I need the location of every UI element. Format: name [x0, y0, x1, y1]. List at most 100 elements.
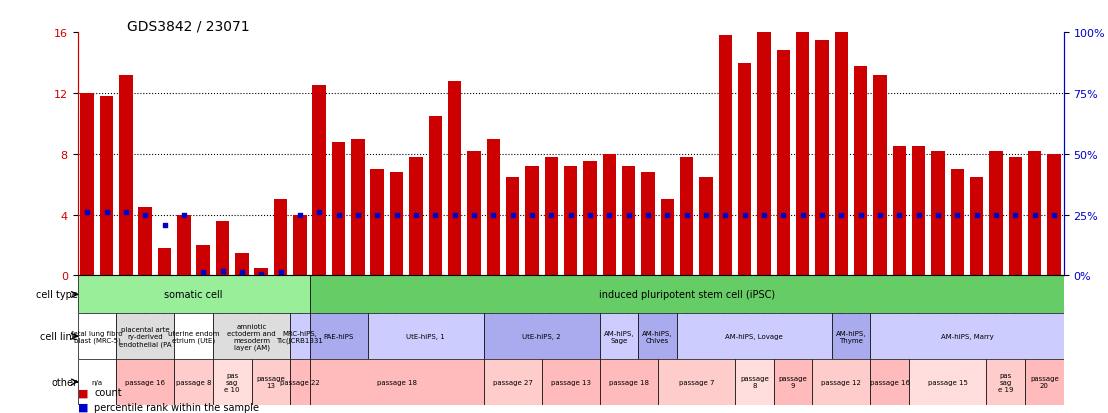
FancyBboxPatch shape — [116, 359, 174, 405]
Text: AM-hiPS, Lovage: AM-hiPS, Lovage — [726, 333, 783, 339]
FancyBboxPatch shape — [116, 314, 174, 359]
Bar — [138, 207, 152, 276]
Bar — [1008, 157, 1022, 276]
FancyBboxPatch shape — [290, 314, 309, 359]
Point — [175, 212, 193, 218]
Point — [543, 212, 561, 218]
Point — [445, 212, 463, 218]
Bar — [989, 152, 1003, 276]
Bar — [757, 30, 771, 276]
Bar — [951, 170, 964, 276]
Bar — [448, 82, 461, 276]
Text: other: other — [52, 377, 78, 387]
Text: AM-hiPS,
Thyme: AM-hiPS, Thyme — [835, 330, 866, 343]
Point — [871, 212, 889, 218]
Text: passage
20: passage 20 — [1030, 375, 1059, 389]
Bar — [429, 116, 442, 276]
Bar — [312, 86, 326, 276]
Bar — [157, 249, 172, 276]
Point — [368, 212, 386, 218]
Point — [852, 212, 870, 218]
Bar — [294, 215, 307, 276]
Bar — [370, 170, 384, 276]
Point — [271, 269, 289, 276]
Point — [310, 209, 328, 215]
Text: percentile rank within the sample: percentile rank within the sample — [94, 402, 259, 412]
FancyBboxPatch shape — [78, 359, 116, 405]
Point — [214, 268, 232, 275]
Text: PAE-hiPS: PAE-hiPS — [324, 333, 353, 339]
FancyBboxPatch shape — [677, 314, 832, 359]
Bar — [564, 166, 577, 276]
Text: somatic cell: somatic cell — [164, 290, 223, 300]
Bar — [873, 76, 886, 276]
Point — [330, 212, 348, 218]
FancyBboxPatch shape — [735, 359, 773, 405]
Point — [407, 212, 424, 218]
Text: passage 15: passage 15 — [927, 379, 967, 385]
Point — [658, 212, 676, 218]
Bar — [255, 268, 268, 276]
Point — [910, 212, 927, 218]
Bar — [622, 166, 635, 276]
Point — [291, 212, 309, 218]
Bar — [331, 142, 346, 276]
Point — [136, 212, 154, 218]
FancyBboxPatch shape — [542, 359, 599, 405]
Text: ■: ■ — [78, 387, 88, 397]
FancyBboxPatch shape — [986, 359, 1025, 405]
Text: passage 16: passage 16 — [125, 379, 165, 385]
FancyBboxPatch shape — [252, 359, 290, 405]
FancyBboxPatch shape — [368, 314, 483, 359]
Text: AM-hiPS,
Chives: AM-hiPS, Chives — [643, 330, 673, 343]
FancyBboxPatch shape — [483, 359, 542, 405]
Text: AM-hiPS,
Sage: AM-hiPS, Sage — [604, 330, 634, 343]
Point — [581, 212, 598, 218]
Text: placental arte
ry-derived
endothelial (PA: placental arte ry-derived endothelial (P… — [119, 326, 172, 347]
Point — [1006, 212, 1024, 218]
Point — [756, 212, 773, 218]
Bar — [680, 157, 694, 276]
FancyBboxPatch shape — [174, 359, 213, 405]
Bar — [815, 40, 829, 276]
Text: MRC-hiPS,
Tic(JCRB1331: MRC-hiPS, Tic(JCRB1331 — [277, 330, 324, 343]
Bar — [912, 147, 925, 276]
Text: amniotic
ectoderm and
mesoderm
layer (AM): amniotic ectoderm and mesoderm layer (AM… — [227, 323, 276, 350]
Point — [562, 212, 579, 218]
Point — [465, 212, 483, 218]
Bar — [834, 26, 848, 276]
Text: AM-hiPS, Marry: AM-hiPS, Marry — [941, 333, 994, 339]
Point — [484, 212, 502, 218]
Point — [774, 212, 792, 218]
FancyBboxPatch shape — [638, 314, 677, 359]
Text: passage
9: passage 9 — [779, 375, 808, 389]
Point — [156, 223, 174, 229]
Point — [639, 212, 657, 218]
Point — [504, 212, 522, 218]
Bar — [738, 63, 751, 276]
FancyBboxPatch shape — [483, 314, 599, 359]
Point — [601, 212, 618, 218]
FancyBboxPatch shape — [909, 359, 986, 405]
FancyBboxPatch shape — [773, 359, 812, 405]
Text: pas
sag
e 10: pas sag e 10 — [225, 372, 240, 392]
Text: UtE-hiPS, 2: UtE-hiPS, 2 — [522, 333, 561, 339]
Bar — [81, 94, 94, 276]
FancyBboxPatch shape — [599, 314, 638, 359]
Point — [253, 271, 270, 278]
Bar — [506, 177, 520, 276]
Point — [349, 212, 367, 218]
Point — [717, 212, 735, 218]
Point — [832, 212, 850, 218]
Point — [930, 212, 947, 218]
Text: count: count — [94, 387, 122, 397]
Text: ■: ■ — [78, 402, 88, 412]
Text: passage
8: passage 8 — [740, 375, 769, 389]
Point — [233, 269, 250, 276]
Point — [793, 212, 811, 218]
Text: fetal lung fibro
blast (MRC-5): fetal lung fibro blast (MRC-5) — [71, 330, 123, 343]
Text: UtE-hiPS, 1: UtE-hiPS, 1 — [407, 333, 445, 339]
FancyBboxPatch shape — [309, 276, 1064, 314]
Bar — [390, 173, 403, 276]
Point — [987, 212, 1005, 218]
